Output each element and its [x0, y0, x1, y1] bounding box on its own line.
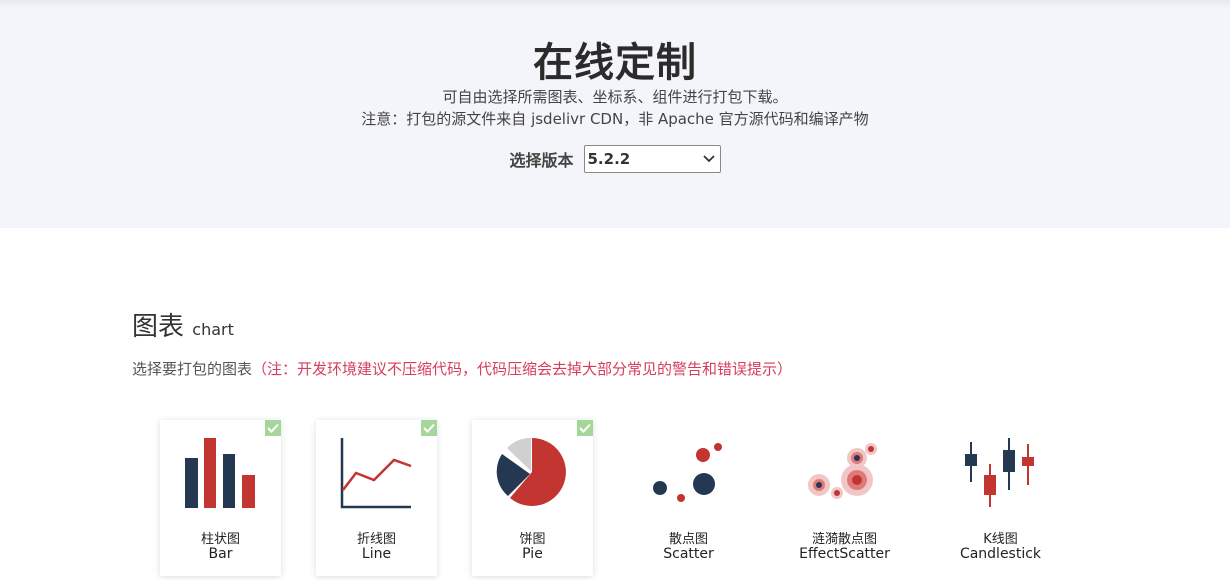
check-icon [265, 420, 281, 436]
chart-card-label-en: EffectScatter [799, 546, 890, 562]
section-description: 选择要打包的图表（注：开发环境建议不压缩代码，代码压缩会去掉大部分常见的警告和错… [132, 358, 792, 379]
page-title: 在线定制 [533, 40, 697, 86]
chart-card-label-cn: 散点图 [668, 532, 708, 547]
chart-card-scatter[interactable]: 散点图 Scatter [628, 420, 749, 576]
chart-card-label-cn: K线图 [983, 532, 1018, 547]
chart-card-label-en: Bar [208, 546, 233, 562]
section-title-en: chart [192, 320, 234, 339]
chart-card-label-en: Scatter [663, 546, 714, 562]
chart-card-label-cn: 涟漪散点图 [811, 532, 877, 547]
scatter-chart-icon [653, 443, 722, 502]
section-desc-text: 选择要打包的图表 [132, 360, 253, 378]
chart-card-effectscatter[interactable]: 涟漪散点图 EffectScatter [784, 420, 905, 576]
effect-scatter-icon [808, 443, 877, 499]
section-title-cn: 图表 [132, 312, 185, 342]
version-select[interactable]: 5.2.2 [583, 145, 721, 173]
top-shadow [0, 0, 1230, 8]
version-label: 选择版本 [509, 151, 574, 170]
chart-card-candlestick[interactable]: K线图 Candlestick [940, 420, 1061, 576]
bar-chart-icon [185, 438, 255, 508]
line-chart-icon [340, 438, 412, 509]
subtitle-line-2: 注意：打包的源文件来自 jsdelivr CDN，非 Apache 官方源代码和… [361, 110, 869, 128]
version-row: 选择版本 5.2.2 [0, 145, 1230, 173]
candlestick-icon [965, 438, 1034, 507]
chart-card-label-cn: 柱状图 [200, 532, 240, 547]
check-icon [577, 420, 593, 436]
chart-card-bar[interactable]: 柱状图 Bar [160, 420, 281, 576]
chart-card-label-en: Line [361, 546, 392, 562]
chart-card-label-cn: 饼图 [519, 532, 546, 547]
chevron-down-icon [702, 155, 715, 163]
chart-card-line[interactable]: 折线图 Line [316, 420, 437, 576]
version-value: 5.2.2 [587, 150, 631, 168]
chart-card-label-en: Pie [522, 546, 543, 562]
section-title: 图表 chart [132, 306, 234, 343]
check-icon [421, 420, 437, 436]
chart-card-pie[interactable]: 饼图 Pie [472, 420, 593, 576]
subtitle-line-1: 可自由选择所需图表、坐标系、组件进行打包下载。 [442, 88, 788, 106]
section-note: （注：开发环境建议不压缩代码，代码压缩会去掉大部分常见的警告和错误提示） [252, 360, 793, 378]
chart-card-label-cn: 折线图 [356, 532, 396, 547]
chart-card-label-en: Candlestick [959, 546, 1042, 562]
header-banner: 在线定制 可自由选择所需图表、坐标系、组件进行打包下载。 注意：打包的源文件来自… [0, 0, 1230, 228]
pie-chart-icon [496, 437, 566, 506]
